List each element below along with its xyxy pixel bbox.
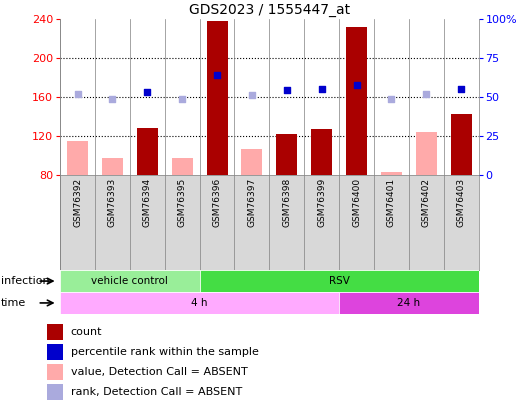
Text: GSM76393: GSM76393 <box>108 178 117 227</box>
Point <box>387 96 395 102</box>
Bar <box>207 21 228 175</box>
Point <box>108 96 117 102</box>
Text: GSM76397: GSM76397 <box>247 178 256 227</box>
Text: 4 h: 4 h <box>191 298 208 308</box>
Bar <box>172 158 192 175</box>
Text: GSM76394: GSM76394 <box>143 178 152 227</box>
FancyBboxPatch shape <box>60 270 200 292</box>
Title: GDS2023 / 1555447_at: GDS2023 / 1555447_at <box>189 2 350 17</box>
Text: count: count <box>71 327 102 337</box>
Text: GSM76392: GSM76392 <box>73 178 82 227</box>
Point <box>73 91 82 97</box>
Point <box>457 86 465 92</box>
FancyBboxPatch shape <box>200 270 479 292</box>
Bar <box>47 364 63 380</box>
Point <box>143 89 152 95</box>
Text: GSM76396: GSM76396 <box>212 178 222 227</box>
Bar <box>47 324 63 340</box>
Bar <box>346 27 367 175</box>
Bar <box>67 141 88 175</box>
Point <box>282 87 291 94</box>
Text: GSM76402: GSM76402 <box>422 178 431 227</box>
Bar <box>137 128 158 175</box>
Point <box>317 86 326 92</box>
Point <box>353 82 361 89</box>
Point <box>422 91 430 97</box>
Bar <box>381 172 402 175</box>
Text: value, Detection Call = ABSENT: value, Detection Call = ABSENT <box>71 367 247 377</box>
Point <box>213 71 221 78</box>
Bar <box>47 384 63 401</box>
Point <box>248 92 256 98</box>
Bar <box>416 132 437 175</box>
Text: GSM76395: GSM76395 <box>178 178 187 227</box>
Text: rank, Detection Call = ABSENT: rank, Detection Call = ABSENT <box>71 387 242 397</box>
FancyBboxPatch shape <box>60 292 339 314</box>
Text: GSM76398: GSM76398 <box>282 178 291 227</box>
Bar <box>47 344 63 360</box>
Text: GSM76401: GSM76401 <box>387 178 396 227</box>
Bar <box>102 158 123 175</box>
Bar <box>242 149 263 175</box>
Text: time: time <box>1 298 26 308</box>
Text: GSM76400: GSM76400 <box>352 178 361 227</box>
Bar <box>451 113 472 175</box>
FancyBboxPatch shape <box>339 292 479 314</box>
Bar <box>276 134 297 175</box>
Text: 24 h: 24 h <box>397 298 420 308</box>
Text: percentile rank within the sample: percentile rank within the sample <box>71 347 258 357</box>
Text: vehicle control: vehicle control <box>92 276 168 286</box>
Text: GSM76399: GSM76399 <box>317 178 326 227</box>
Text: RSV: RSV <box>328 276 349 286</box>
Point <box>178 96 186 102</box>
Text: infection: infection <box>1 276 50 286</box>
Text: GSM76403: GSM76403 <box>457 178 465 227</box>
Bar <box>311 129 332 175</box>
